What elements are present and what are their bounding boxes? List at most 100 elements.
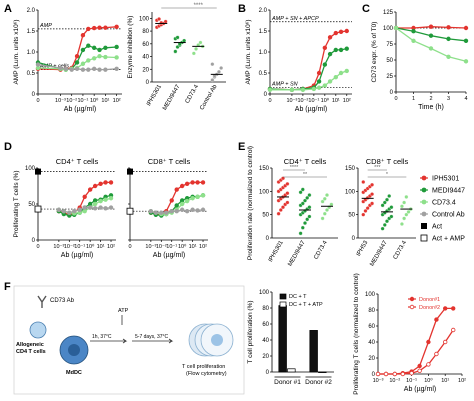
panel-f-schematic: CD73 Ab Allogeneic CD4 T cells MdDC ATP …: [13, 285, 245, 395]
f2-data-point: [400, 371, 406, 377]
a1-data-point: [114, 24, 119, 29]
b-x-tick-label: 10²: [343, 98, 351, 104]
incubation-days-label: 5-7 days, 37°C: [135, 334, 169, 340]
d2-data-point: [174, 203, 179, 208]
a2-data-point: [163, 19, 168, 24]
e1-data-point: [322, 196, 327, 201]
e1-data-point: [307, 193, 312, 198]
d2-x-tick-label: 10⁰: [178, 243, 187, 250]
d1-data-point: [87, 201, 93, 207]
arrow-1-icon: [90, 338, 128, 344]
b-data-point: [267, 87, 273, 92]
e2-data-point: [380, 203, 385, 208]
f2-series-line-iph: [378, 307, 454, 375]
b-x-tick-label: 10⁰: [321, 97, 330, 104]
panel-letter-c: C: [362, 3, 370, 15]
e1-data-point: [307, 214, 312, 219]
a1-data-point: [80, 47, 86, 53]
e1-data-point: [305, 195, 310, 200]
e1-data-point: [325, 193, 329, 198]
d1-y-tick-label: 100: [25, 166, 36, 172]
f1-bar: [318, 371, 327, 373]
legend-marker: [421, 199, 427, 205]
a1-y-tick-label: 0.5: [27, 71, 36, 77]
a1-data-point: [74, 54, 80, 59]
a1-y-axis-label: AMP (Lum. units x10⁶): [13, 19, 20, 84]
b-y-tick-label: 0: [264, 92, 268, 98]
d2-data-point: [200, 193, 206, 198]
a1-data-point: [114, 66, 119, 71]
d1-data-point: [56, 207, 62, 212]
a1-data-point: [69, 67, 74, 72]
e1-data-point: [276, 211, 281, 216]
a2-data-point: [198, 40, 203, 45]
a1-data-point: [80, 67, 86, 72]
d2-x-tick-label: 10⁻³: [145, 244, 156, 250]
e1-data-point: [298, 190, 303, 195]
c-data-point: [446, 36, 451, 42]
e2-data-point: [385, 219, 389, 224]
c-x-tick-label: 2: [429, 96, 432, 102]
d1-data-point: [98, 181, 103, 187]
cd4-label: CD4 T cells: [16, 349, 46, 355]
f1-bar: [287, 368, 296, 373]
schematic-frame: [13, 285, 245, 395]
d1-data-point: [82, 205, 87, 210]
chart-f2: 0 20 40 60 80 100 10⁻³ 10⁻² 10⁻¹ 10⁰ 10¹ 10² Ab (µg/…: [353, 273, 466, 395]
c-x-tick-label: 3: [447, 96, 450, 102]
d1-data-point: [103, 206, 108, 211]
d2-data-point: [153, 210, 159, 215]
e2-data-point: [380, 226, 385, 231]
b-x-tick-label: 10¹: [332, 98, 340, 104]
f2-data-point: [383, 371, 389, 377]
a1-x-axis-label: Ab (µg/ml): [64, 106, 96, 113]
e2-title: CD8⁺ T cells: [366, 157, 409, 166]
c-x-axis-label: Time (h): [418, 104, 444, 111]
c-x-tick-label: 1: [412, 96, 415, 102]
f1-y-tick-label: 60: [262, 322, 269, 328]
a1-x-tick-label: 10⁰: [90, 97, 99, 104]
e1-significance-label: ****: [290, 165, 299, 171]
d2-data-point: [169, 198, 174, 203]
d1-data-point: [108, 196, 114, 201]
e1-data-point: [325, 208, 329, 212]
d1-x-tick-label: 0: [36, 244, 39, 250]
f2-data-point: [443, 306, 448, 311]
e1-data-point: [300, 225, 305, 230]
legend-marker: [420, 234, 428, 242]
f2-x-tick-label: 10¹: [441, 378, 449, 384]
f2-y-tick-label: 80: [368, 308, 375, 314]
a2-category-label: Control Ab: [199, 83, 219, 111]
d2-data-point: [195, 194, 200, 199]
c-y-tick-label: 0: [390, 90, 394, 96]
flow-cytometry-label: (Flow cytometry): [186, 371, 227, 377]
panel-letter-f: F: [4, 281, 11, 293]
b-data-point: [316, 79, 322, 84]
a1-y-tick-label: 2.0: [27, 8, 36, 14]
a2-data-point: [159, 20, 164, 25]
d2-data-point: [200, 180, 206, 185]
a2-data-point: [191, 51, 196, 56]
b-series-line-cd73: [270, 70, 348, 91]
legend-label: Act: [432, 224, 442, 231]
a1-x-tick-label: 10²: [113, 98, 121, 104]
panel-letter-b: B: [238, 3, 246, 15]
d1-x-tick-label: 10¹: [97, 244, 105, 250]
a1-y-tick-label: 0: [32, 92, 36, 98]
b-data-point: [300, 87, 306, 92]
chart-a2: 0 20 40 60 80 100 Enzyme inhibition (%) IPH5301…: [127, 3, 226, 112]
antibody-icon: [37, 295, 47, 308]
d1-data-point: [108, 180, 114, 185]
b-y-tick-label: 2.0: [259, 8, 268, 14]
atp-label: ATP: [118, 308, 129, 314]
a1-x-tick-label: 10⁻³: [55, 98, 66, 104]
c-series-line-cd73: [395, 27, 467, 62]
e1-significance-label: **: [303, 172, 308, 178]
d2-data-point: [179, 183, 185, 189]
e1-data-point: [285, 191, 290, 196]
a2-data-point: [173, 49, 178, 54]
c-data-point: [428, 33, 434, 38]
a1-data-point: [86, 67, 91, 72]
chart-f1: 0 20 40 60 80 100 T cell proliferation (%) Dono…: [247, 290, 334, 386]
c-x-tick-label: 0: [394, 96, 397, 102]
